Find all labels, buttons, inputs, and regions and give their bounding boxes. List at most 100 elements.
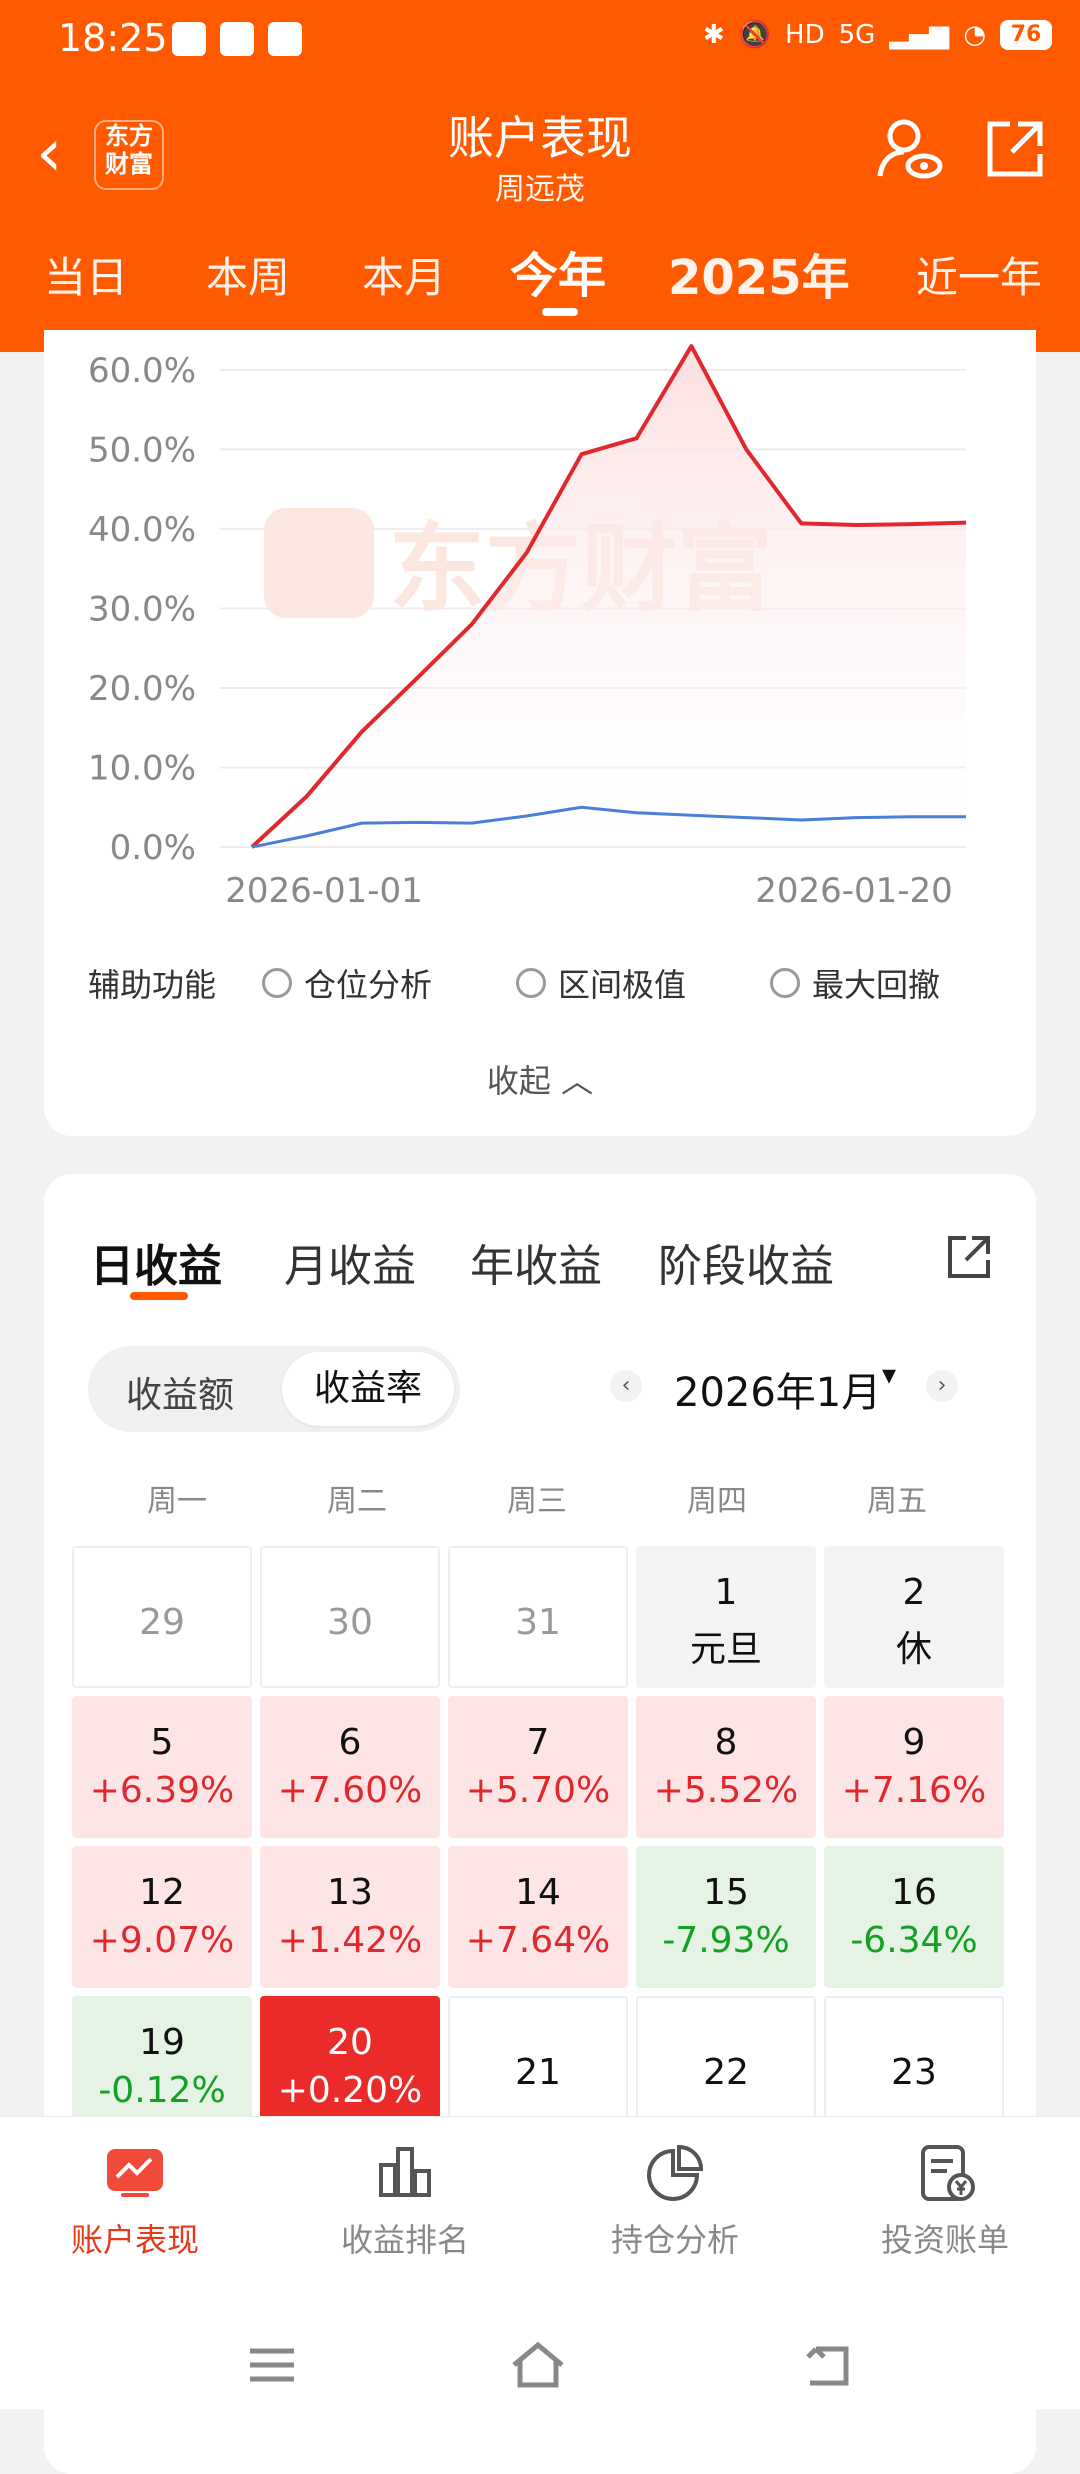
calendar-day-5[interactable]: 5 +6.39% bbox=[72, 1696, 252, 1838]
calendar-day-1[interactable]: 1 元旦 bbox=[636, 1546, 816, 1688]
nav-label: 投资账单 bbox=[880, 2221, 1009, 2259]
calendar-day-value: +7.64% bbox=[465, 1920, 611, 1961]
tab-this-month[interactable]: 本月 bbox=[362, 253, 447, 302]
calendar-day-15[interactable]: 15 -7.93% bbox=[636, 1846, 816, 1988]
calendar-day-number: 5 bbox=[150, 1722, 174, 1763]
benchmark-return-line bbox=[251, 805, 966, 849]
calendar-day-20[interactable]: 20 +0.20% bbox=[260, 1996, 440, 2138]
weekday-label: 周五 bbox=[867, 1484, 927, 1519]
collapse-button[interactable]: 收起 ︿ bbox=[0, 1056, 1080, 1102]
calendar-day-7[interactable]: 7 +5.70% bbox=[448, 1696, 628, 1838]
tab-stage-return[interactable]: 阶段收益 bbox=[658, 1241, 834, 1292]
radio-icon[interactable] bbox=[262, 968, 292, 998]
calendar-day-19[interactable]: 19 -0.12% bbox=[72, 1996, 252, 2138]
nav-holdings-analysis[interactable]: 持仓分析 bbox=[540, 2141, 810, 2261]
calendar-day-value: +5.52% bbox=[653, 1770, 799, 1811]
mute-icon: 🔕 bbox=[738, 20, 772, 50]
tab-last-year[interactable]: 近一年 bbox=[916, 253, 1043, 302]
period-tabs: 当日 本周 本月 今年 2025年 近一年 bbox=[0, 232, 1080, 332]
calendar-day-21[interactable]: 21 bbox=[448, 1996, 628, 2138]
nav-return-ranking[interactable]: 收益排名 bbox=[270, 2141, 540, 2261]
calendar-day-number: 7 bbox=[526, 1722, 550, 1763]
returns-tab-indicator bbox=[130, 1292, 188, 1300]
user-view-icon[interactable] bbox=[874, 114, 944, 184]
calendar-day-number: 9 bbox=[902, 1722, 926, 1763]
app-notification-icon bbox=[220, 22, 254, 56]
option-position-analysis[interactable]: 仓位分析 bbox=[262, 960, 432, 1006]
toggle-amount[interactable]: 收益额 bbox=[126, 1375, 235, 1416]
option-label: 区间极值 bbox=[558, 966, 687, 1004]
bill-icon bbox=[921, 2145, 975, 2201]
calendar-day-16[interactable]: 16 -6.34% bbox=[824, 1846, 1004, 1988]
returns-tabs: 日收益 月收益 年收益 阶段收益 bbox=[0, 1230, 1080, 1300]
calendar-day-number: 19 bbox=[139, 2022, 185, 2063]
calendar-day-number: 22 bbox=[703, 2052, 749, 2093]
share-icon[interactable] bbox=[982, 116, 1048, 182]
radio-icon[interactable] bbox=[516, 968, 546, 998]
dropdown-icon[interactable]: ▾ bbox=[882, 1358, 897, 1391]
calendar-day-number: 2 bbox=[902, 1572, 926, 1613]
calendar-day-9[interactable]: 9 +7.16% bbox=[824, 1696, 1004, 1838]
logo-line1: 东方 bbox=[105, 122, 153, 150]
back-icon[interactable]: ‹ bbox=[36, 114, 63, 191]
calendar-day-number: 20 bbox=[327, 2022, 373, 2063]
share-icon[interactable] bbox=[944, 1232, 994, 1282]
app-logo: 东方 财富 bbox=[94, 120, 164, 190]
chevron-up-icon: ︿ bbox=[561, 1062, 594, 1100]
status-right: ✱ 🔕 HD 5G ▂▄▆ ◔ 76 bbox=[703, 20, 1052, 50]
calendar-day-23[interactable]: 23 bbox=[824, 1996, 1004, 2138]
tab-indicator bbox=[542, 308, 578, 316]
pie-chart-icon bbox=[647, 2144, 704, 2201]
nav-investment-bill[interactable]: 投资账单 bbox=[810, 2141, 1080, 2261]
tab-2025[interactable]: 2025年 bbox=[668, 250, 850, 306]
page-subtitle: 周远茂 bbox=[495, 172, 585, 207]
calendar-day-number: 8 bbox=[714, 1722, 738, 1763]
calendar-day-13[interactable]: 13 +1.42% bbox=[260, 1846, 440, 1988]
home-icon[interactable] bbox=[508, 2335, 568, 2395]
y-tick-label: 30.0% bbox=[88, 589, 196, 629]
calendar-day-6[interactable]: 6 +7.60% bbox=[260, 1696, 440, 1838]
tab-this-year[interactable]: 今年 bbox=[510, 248, 607, 304]
back-nav-icon[interactable] bbox=[796, 2335, 856, 2395]
nav-label: 持仓分析 bbox=[610, 2221, 739, 2259]
account-return-line bbox=[250, 344, 967, 849]
calendar-day-30[interactable]: 30 bbox=[260, 1546, 440, 1688]
y-tick-label: 20.0% bbox=[88, 669, 196, 709]
month-label[interactable]: 2026年1月 bbox=[674, 1370, 882, 1416]
aux-label: 辅助功能 bbox=[88, 966, 217, 1004]
calendar-day-31[interactable]: 31 bbox=[448, 1546, 628, 1688]
option-range-extreme[interactable]: 区间极值 bbox=[516, 960, 686, 1006]
tab-today[interactable]: 当日 bbox=[44, 253, 129, 302]
weekday-label: 周三 bbox=[507, 1484, 567, 1519]
bottom-bar: 账户表现 收益排名 持仓分析 投资账单 bbox=[0, 2116, 1080, 2409]
menu-icon[interactable] bbox=[242, 2335, 302, 2395]
tab-monthly-return[interactable]: 月收益 bbox=[284, 1241, 416, 1292]
calendar-day-number: 14 bbox=[515, 1872, 561, 1913]
prev-month-icon[interactable]: ‹ bbox=[610, 1370, 642, 1402]
signal-icon: ▂▄▆ bbox=[889, 20, 950, 50]
calendar-day-8[interactable]: 8 +5.52% bbox=[636, 1696, 816, 1838]
next-month-icon[interactable]: › bbox=[926, 1370, 958, 1402]
tab-this-week[interactable]: 本周 bbox=[206, 253, 291, 302]
calendar-day-29[interactable]: 29 bbox=[72, 1546, 252, 1688]
calendar-day-14[interactable]: 14 +7.64% bbox=[448, 1846, 628, 1988]
toggle-rate-label: 收益率 bbox=[313, 1368, 422, 1409]
toggle-rate[interactable]: 收益率 bbox=[282, 1352, 454, 1426]
nav-account-performance[interactable]: 账户表现 bbox=[0, 2141, 270, 2261]
weekday-label: 周四 bbox=[687, 1484, 747, 1519]
calendar-day-number: 16 bbox=[891, 1872, 937, 1913]
calendar-day-value: 元旦 bbox=[689, 1629, 762, 1670]
aux-functions: 辅助功能 仓位分析 区间极值 最大回撤 bbox=[0, 950, 1080, 1010]
calendar-day-value: +6.39% bbox=[89, 1770, 235, 1811]
tab-yearly-return[interactable]: 年收益 bbox=[470, 1241, 602, 1292]
option-max-drawdown[interactable]: 最大回撤 bbox=[770, 960, 940, 1006]
calendar-day-12[interactable]: 12 +9.07% bbox=[72, 1846, 252, 1988]
nav-label: 账户表现 bbox=[70, 2221, 199, 2259]
tab-daily-return[interactable]: 日收益 bbox=[90, 1241, 222, 1292]
radio-icon[interactable] bbox=[770, 968, 800, 998]
y-tick-label: 50.0% bbox=[88, 430, 196, 470]
x-tick-label: 2026-01-20 bbox=[755, 871, 953, 911]
